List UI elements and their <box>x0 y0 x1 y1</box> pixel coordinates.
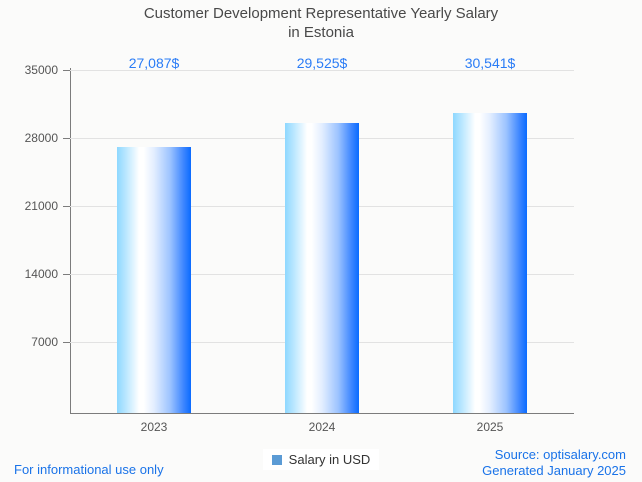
informational-use-note: For informational use only <box>14 462 164 477</box>
y-axis-line <box>70 68 71 414</box>
bar-value-label-2023: 27,087$ <box>128 55 180 71</box>
legend-item-salary-in-usd[interactable]: Salary in USD <box>262 449 380 470</box>
gridline <box>70 70 574 71</box>
x-tick-label-2025: 2025 <box>476 420 504 434</box>
bar-value-label-2024: 29,525$ <box>296 55 348 71</box>
bar-value-label-2025: 30,541$ <box>464 55 516 71</box>
y-tick-mark <box>63 70 71 71</box>
generated-date-label: Generated January 2025 <box>482 463 626 478</box>
y-tick-label: 35000 <box>24 63 58 77</box>
x-tick-label-2023: 2023 <box>140 420 168 434</box>
y-tick-mark <box>63 138 71 139</box>
x-tick-label-2024: 2024 <box>308 420 336 434</box>
chart-legend: Salary in USD <box>0 449 642 470</box>
y-tick-label: 28000 <box>24 131 58 145</box>
bar-2023[interactable] <box>117 146 191 413</box>
source-attribution: Source: optisalary.com Generated January… <box>482 447 626 479</box>
chart-title: Customer Development Representative Year… <box>0 4 642 42</box>
bar-2024[interactable] <box>285 123 359 413</box>
source-label: Source: optisalary.com <box>494 447 626 462</box>
chart-title-line-2: in Estonia <box>288 24 354 41</box>
y-tick-mark <box>63 342 71 343</box>
legend-label: Salary in USD <box>288 452 371 467</box>
x-axis-line <box>70 413 574 414</box>
legend-swatch-icon <box>271 454 282 465</box>
y-tick-label: 21000 <box>24 199 58 213</box>
y-tick-label: 7000 <box>31 335 58 349</box>
bar-2025[interactable] <box>453 113 527 413</box>
chart-title-line-1: Customer Development Representative Year… <box>143 5 499 22</box>
y-tick-label: 14000 <box>24 267 58 281</box>
y-tick-mark <box>63 206 71 207</box>
y-tick-mark <box>63 274 71 275</box>
